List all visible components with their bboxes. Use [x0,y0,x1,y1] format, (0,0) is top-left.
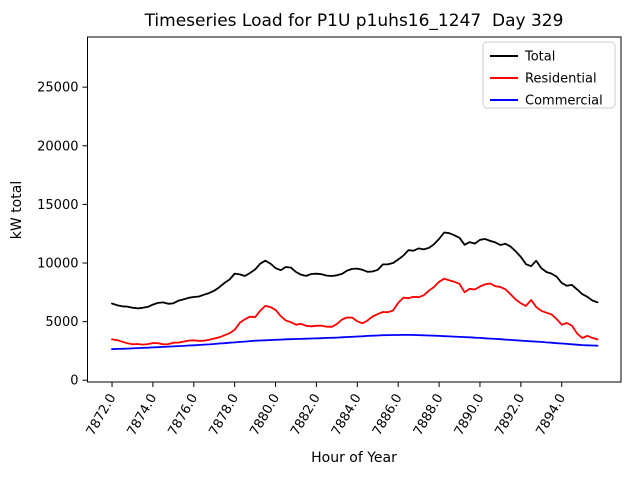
y-tick-label: 20000 [37,139,78,154]
legend: Total Residential Commercial [482,41,616,109]
y-tick-label: 5000 [45,315,78,330]
legend-label-commercial: Commercial [525,94,603,109]
y-tick-label: 25000 [37,81,78,96]
series-line-commercial [111,333,599,351]
x-axis-label: Hour of Year [311,450,397,466]
y-tick-label: 15000 [37,198,78,213]
y-tick-label: 10000 [37,257,78,272]
legend-label-residential: Residential [525,72,597,87]
y-axis-ticks: 0 5000 10000 15000 20000 25000 [37,81,88,389]
series-lines [111,231,599,351]
y-axis-label: kW total [9,181,25,239]
legend-box [482,41,616,109]
y-tick-label: 0 [70,374,78,389]
series-line-total [111,231,599,310]
chart-title: Timeseries Load for P1U p1uhs16_1247 Day… [144,11,564,31]
plot-border [87,36,622,383]
series-line-residential [111,277,599,346]
legend-label-total: Total [524,50,555,65]
